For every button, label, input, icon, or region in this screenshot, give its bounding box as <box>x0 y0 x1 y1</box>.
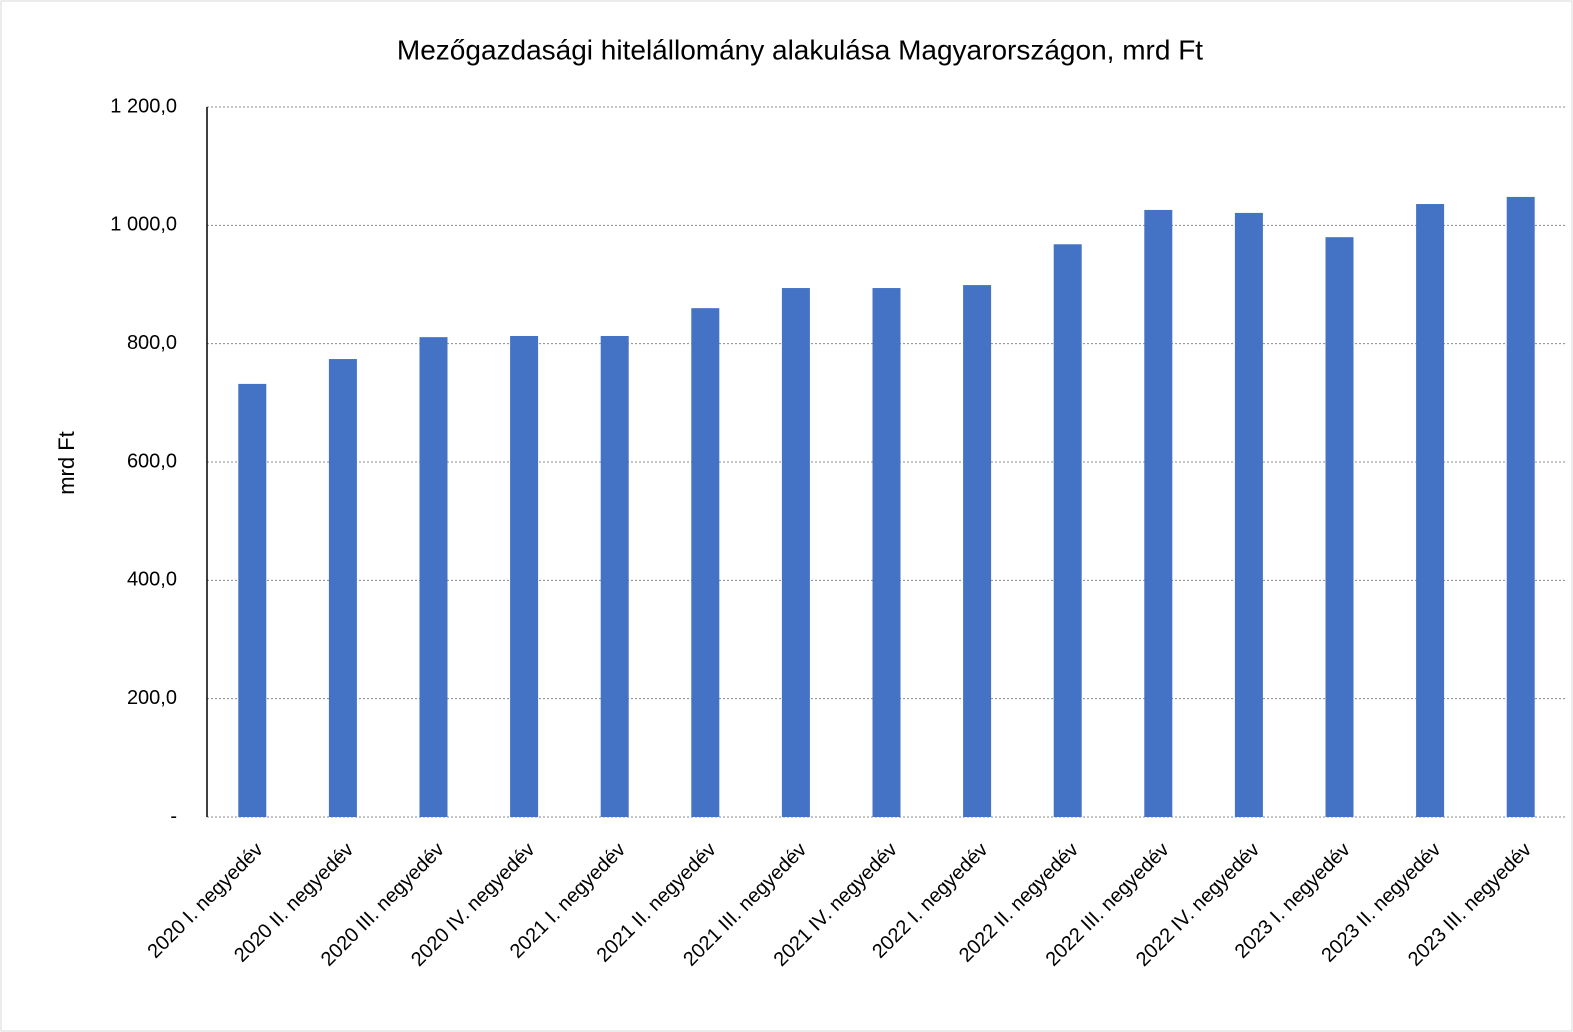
bar <box>600 335 629 817</box>
y-tick-label: 200,0 <box>127 687 177 709</box>
bar <box>1325 237 1354 817</box>
y-tick-label: 1 000,0 <box>110 214 177 236</box>
bar <box>1234 212 1263 818</box>
bar <box>1506 196 1535 817</box>
bar <box>510 335 539 817</box>
y-axis-label: mrd Ft <box>54 431 79 495</box>
bar <box>328 359 357 817</box>
y-tick-label: 1 200,0 <box>110 95 177 117</box>
y-tick-label: - <box>170 805 177 827</box>
bar <box>781 288 810 817</box>
bar <box>1053 244 1082 817</box>
y-tick-label: 800,0 <box>127 332 177 354</box>
y-tick-label: 600,0 <box>127 450 177 472</box>
bar <box>419 337 448 817</box>
chart-title: Mezőgazdasági hitelállomány alakulása Ma… <box>397 34 1203 65</box>
y-tick-label: 400,0 <box>127 569 177 591</box>
bar <box>872 288 901 817</box>
bar <box>963 285 992 817</box>
bar <box>1416 204 1445 818</box>
bar <box>691 308 720 817</box>
bar <box>1144 209 1173 817</box>
bar <box>238 383 267 817</box>
